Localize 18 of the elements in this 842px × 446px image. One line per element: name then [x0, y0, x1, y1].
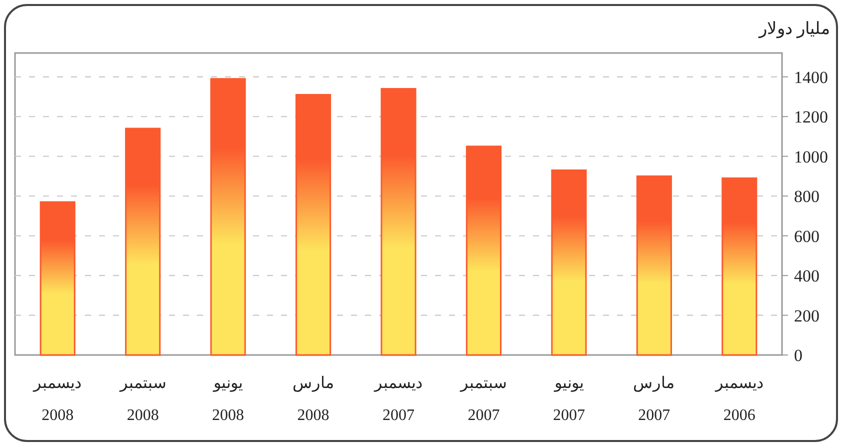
y-tick-label: 1200 [794, 108, 828, 127]
bar [466, 146, 502, 356]
y-tick-label: 1400 [794, 68, 828, 87]
bar [295, 94, 332, 356]
y-tick-label: 400 [794, 266, 820, 286]
y-axis-title: مليار دولار [758, 19, 830, 39]
y-tick-label: 600 [794, 226, 820, 246]
bar [551, 169, 587, 356]
bar [722, 177, 758, 356]
y-tick-label: 800 [794, 187, 820, 206]
y-tick-label: 1000 [794, 147, 828, 166]
bar [380, 88, 416, 356]
bar [210, 78, 246, 356]
bar [125, 128, 161, 356]
bar [40, 201, 76, 356]
y-tick-label: 200 [794, 306, 820, 326]
bar [636, 175, 672, 356]
y-tick-label: 0 [794, 346, 802, 365]
